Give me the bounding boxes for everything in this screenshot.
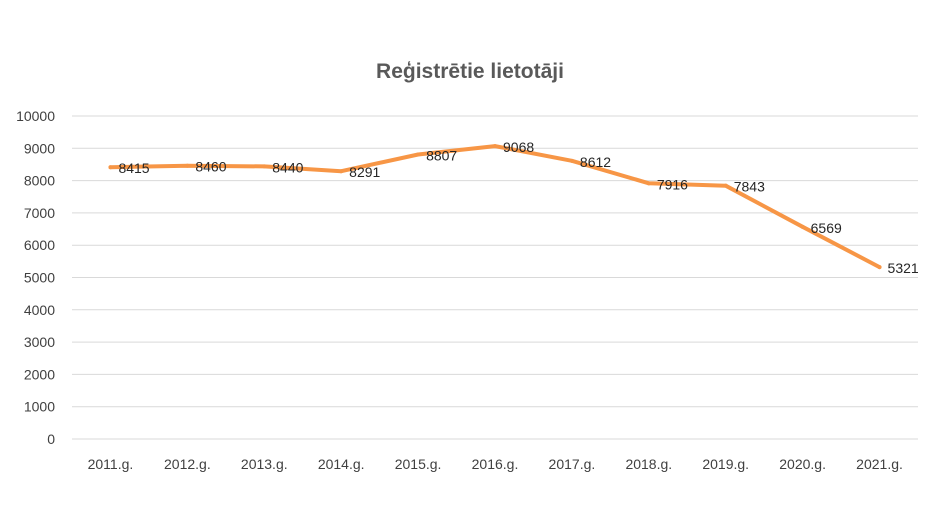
data-point (416, 152, 421, 157)
data-label: 9068 (503, 139, 534, 155)
y-tick-label: 0 (47, 431, 55, 447)
data-point (646, 181, 651, 186)
x-tick-label: 2011.g. (88, 456, 134, 472)
x-tick-label: 2017.g. (549, 456, 596, 472)
data-point (185, 163, 190, 168)
x-tick-label: 2014.g. (318, 456, 365, 472)
y-axis-ticks: 0 1000 2000 3000 4000 5000 6000 7000 8000 9000 100… (16, 108, 55, 447)
y-tick-label: 10000 (16, 108, 55, 124)
x-tick-label: 2015.g. (395, 456, 442, 472)
y-tick-label: 9000 (24, 140, 55, 156)
y-tick-label: 6000 (24, 237, 55, 253)
x-tick-label: 2018.g. (625, 456, 672, 472)
data-labels: 8415 8460 8440 8291 8807 9068 8612 7916 7843 6569… (118, 139, 918, 276)
y-tick-label: 8000 (24, 173, 55, 189)
x-tick-label: 2020.g. (779, 456, 826, 472)
data-point (108, 165, 113, 170)
y-tick-label: 3000 (24, 334, 55, 350)
x-tick-label: 2019.g. (702, 456, 749, 472)
data-label: 8460 (195, 159, 226, 175)
data-label: 6569 (811, 220, 842, 236)
data-label: 8612 (580, 154, 611, 170)
data-label: 8807 (426, 148, 457, 164)
x-axis-ticks: 2011.g. 2012.g. 2013.g. 2014.g. 2015.g. 2016.… (88, 456, 903, 472)
x-tick-label: 2013.g. (241, 456, 288, 472)
data-label: 7843 (734, 179, 765, 195)
y-tick-label: 2000 (24, 366, 55, 382)
x-tick-label: 2012.g. (164, 456, 211, 472)
gridlines (72, 115, 918, 440)
data-label: 5321 (888, 260, 919, 276)
data-point (723, 183, 728, 188)
data-point (493, 144, 497, 149)
y-tick-label: 5000 (24, 270, 55, 286)
y-tick-label: 1000 (24, 399, 55, 415)
data-point (800, 224, 805, 229)
data-label: 8415 (118, 160, 149, 176)
data-point (877, 265, 882, 270)
series-layer (108, 144, 882, 270)
data-point (339, 169, 344, 174)
y-tick-label: 4000 (24, 302, 55, 318)
data-label: 8440 (272, 159, 303, 175)
chart-title: Reģistrētie lietotāji (376, 60, 564, 83)
data-point (262, 164, 267, 169)
data-label: 7916 (657, 176, 688, 192)
data-label: 8291 (349, 164, 380, 180)
x-tick-label: 2016.g. (472, 456, 519, 472)
x-tick-label: 2021.g. (856, 456, 903, 472)
data-point (569, 158, 574, 163)
y-tick-label: 7000 (24, 205, 55, 221)
